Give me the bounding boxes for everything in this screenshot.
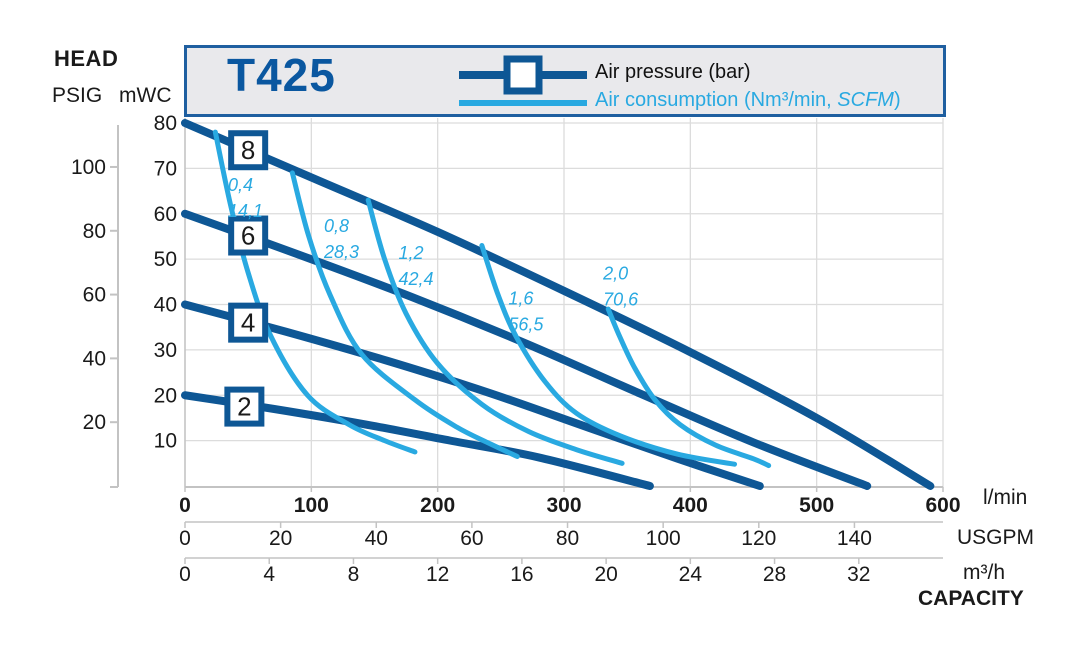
psig-axis-title: PSIG bbox=[52, 84, 103, 107]
pressure-marker-sample bbox=[503, 55, 543, 95]
mwc-tick-label: 80 bbox=[154, 112, 177, 135]
consumption-curve-0,8 bbox=[289, 170, 520, 460]
usgpm-tick-label: 40 bbox=[365, 527, 388, 550]
consumption-curve-0,4 bbox=[212, 129, 418, 455]
consumption-label-nm3: 1,2 bbox=[399, 243, 424, 263]
lmin-tick-label: 0 bbox=[179, 494, 191, 517]
legend-box: T425 Air pressure (bar) Air consumption … bbox=[184, 45, 946, 117]
psig-tick-label: 100 bbox=[71, 156, 106, 179]
pressure-curve-2bar bbox=[181, 391, 654, 490]
lmin-tick-label: 100 bbox=[294, 494, 329, 517]
m3h-tick-label: 16 bbox=[510, 563, 533, 586]
unit-label-usgpm: USGPM bbox=[957, 526, 1035, 549]
m3h-tick-label: 24 bbox=[679, 563, 703, 586]
legend-air-pressure-label: Air pressure (bar) bbox=[595, 61, 751, 83]
mwc-tick-label: 60 bbox=[154, 203, 177, 226]
consumption-curve-1,2 bbox=[365, 197, 625, 466]
pressure-marker-label-8: 8 bbox=[241, 135, 255, 165]
psig-tick-label: 80 bbox=[83, 220, 106, 243]
usgpm-tick-label: 140 bbox=[837, 527, 872, 550]
consumption-label-scfm: 42,4 bbox=[399, 269, 434, 289]
pressure-marker-label-4: 4 bbox=[241, 308, 255, 338]
usgpm-tick-label: 120 bbox=[741, 527, 776, 550]
mwc-tick-label: 40 bbox=[154, 294, 177, 317]
unit-label-m3h: m³/h bbox=[963, 561, 1005, 584]
usgpm-tick-label: 100 bbox=[646, 527, 681, 550]
unit-label-lmin: l/min bbox=[983, 486, 1028, 509]
mwc-tick-label: 70 bbox=[154, 157, 177, 180]
chart-title: T425 bbox=[227, 49, 336, 101]
pressure-marker-label-6: 6 bbox=[241, 221, 255, 251]
consumption-label-scfm: 56,5 bbox=[508, 315, 544, 335]
psig-tick-label: 60 bbox=[83, 284, 106, 307]
pressure-marker-label-2: 2 bbox=[237, 392, 251, 422]
pressure-marker-box-2 bbox=[224, 386, 265, 427]
mwc-tick-label: 20 bbox=[154, 384, 177, 407]
lmin-tick-label: 600 bbox=[925, 494, 960, 517]
usgpm-tick-label: 0 bbox=[179, 527, 191, 550]
m3h-tick-label: 0 bbox=[179, 563, 191, 586]
pressure-marker-box-4 bbox=[228, 302, 269, 343]
psig-tick-label: 20 bbox=[83, 411, 106, 434]
usgpm-tick-label: 20 bbox=[269, 527, 292, 550]
lmin-tick-label: 400 bbox=[673, 494, 708, 517]
m3h-tick-label: 12 bbox=[426, 563, 449, 586]
m3h-tick-label: 8 bbox=[348, 563, 360, 586]
consumption-label-scfm: 28,3 bbox=[323, 242, 359, 262]
consumption-label-nm3: 0,8 bbox=[324, 216, 349, 236]
legend-markers bbox=[459, 55, 587, 106]
m3h-tick-label: 32 bbox=[847, 563, 870, 586]
pressure-curve-8bar bbox=[181, 119, 935, 490]
consumption-label-nm3: 0,4 bbox=[228, 175, 253, 195]
consumption-label-nm3: 1,6 bbox=[508, 289, 534, 309]
pressure-curve-6bar bbox=[181, 209, 872, 490]
usgpm-tick-label: 60 bbox=[460, 527, 483, 550]
legend-air-consumption-label: Air consumption (Nm³/min, SCFM) bbox=[595, 89, 901, 111]
lmin-tick-label: 500 bbox=[799, 494, 834, 517]
lmin-tick-label: 200 bbox=[420, 494, 455, 517]
m3h-tick-label: 4 bbox=[263, 563, 275, 586]
pressure-marker-box-8 bbox=[228, 130, 269, 171]
capacity-axis-title: CAPACITY bbox=[918, 587, 1024, 610]
head-axis-title: HEAD bbox=[54, 46, 119, 71]
psig-tick-label: 40 bbox=[83, 347, 106, 370]
mwc-tick-label: 50 bbox=[154, 248, 177, 271]
m3h-tick-label: 20 bbox=[594, 563, 617, 586]
mwc-tick-label: 30 bbox=[154, 339, 177, 362]
pressure-curve-4bar bbox=[181, 300, 764, 490]
mwc-tick-label: 10 bbox=[154, 430, 177, 453]
consumption-label-scfm: 70,6 bbox=[603, 290, 639, 310]
consumption-label-scfm: 14,1 bbox=[228, 201, 263, 221]
mwc-axis-title: mWC bbox=[119, 84, 172, 107]
lmin-tick-label: 300 bbox=[546, 494, 581, 517]
consumption-curve-2,0 bbox=[605, 306, 772, 469]
pressure-marker-box-6 bbox=[228, 215, 269, 256]
usgpm-tick-label: 80 bbox=[556, 527, 579, 550]
consumption-label-nm3: 2,0 bbox=[602, 264, 628, 284]
m3h-tick-label: 28 bbox=[763, 563, 786, 586]
consumption-curve-1,6 bbox=[479, 243, 738, 467]
